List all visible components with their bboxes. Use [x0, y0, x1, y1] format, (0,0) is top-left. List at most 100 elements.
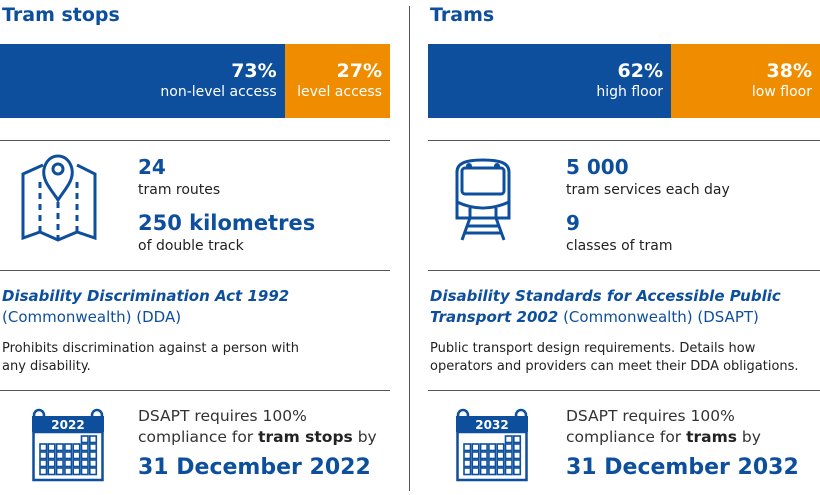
calendar-day-cell — [80, 435, 89, 444]
calendar-day-cell — [64, 443, 73, 452]
calendar-day-cell — [88, 435, 98, 444]
calendar-day-cell — [488, 451, 497, 460]
stat-label: classes of tram — [566, 238, 673, 254]
stat-label: tram services each day — [566, 182, 730, 198]
calendar-icon: 2022 — [32, 408, 104, 482]
dda-act: Disability Discrimination Act 1992 (Commo… — [2, 286, 390, 328]
segment-percent: 73% — [231, 60, 277, 82]
segment-percent: 27% — [336, 60, 382, 82]
calendar-day-cell — [504, 459, 513, 468]
calendar-day-cell — [488, 459, 497, 468]
divider — [0, 140, 390, 141]
calendar-day-cell — [55, 459, 64, 468]
segment-label: level access — [297, 84, 382, 100]
tram-icon — [455, 158, 511, 241]
stat-label: tram routes — [138, 182, 221, 198]
divider — [428, 390, 820, 391]
calendar-day-cell — [512, 467, 522, 476]
act-suffix: (Commonwealth) (DSAPT) — [563, 308, 759, 326]
req-subject: tram stops — [258, 428, 353, 446]
stat-track-length: 250 kilometres of double track — [138, 210, 315, 256]
calendar-day-cell — [39, 459, 48, 468]
calendar-day-cell — [55, 451, 64, 460]
calendar-day-cell — [55, 467, 64, 476]
divider — [0, 270, 390, 271]
stat-value: 250 kilometres — [138, 211, 316, 235]
calendar-day-cell — [488, 443, 497, 452]
segment-percent: 38% — [766, 60, 812, 82]
calendar-day-cell — [80, 459, 89, 468]
bar-segment-high-floor: 62% high floor — [428, 44, 672, 118]
calendar-day-cell — [512, 451, 522, 460]
calendar-day-cell — [504, 451, 513, 460]
act-title: Disability Standards for Accessible Publ… — [430, 287, 781, 326]
calendar-day-cell — [39, 443, 48, 452]
compliance-date: 31 December 2032 — [566, 455, 799, 480]
calendar-day-cell — [496, 467, 505, 476]
column-divider — [409, 6, 410, 491]
stat-value: 24 — [138, 155, 166, 179]
tram-stops-access-bar: 73% non-level access 27% level access — [0, 44, 390, 118]
calendar-year: 2022 — [51, 418, 84, 432]
stat-value: 5 000 — [566, 155, 629, 179]
calendar-day-cell — [512, 459, 522, 468]
req-text: by — [352, 428, 377, 446]
req-text: by — [737, 428, 761, 446]
tram-stops-column: Tram stops 73% non-level access 27% level … — [0, 0, 390, 495]
calendar-day-cell — [47, 451, 56, 460]
stat-value: 9 — [566, 211, 580, 235]
calendar-day-cell — [88, 467, 98, 476]
calendar-day-cell — [39, 467, 48, 476]
stat-tram-routes: 24 tram routes — [138, 154, 220, 200]
req-text: DSAPT requires 100% compliance for — [566, 407, 735, 446]
calendar-day-cell — [72, 459, 81, 468]
trams-column: Trams 62% high floor 38% low floor 5 000 t… — [428, 0, 820, 495]
compliance-requirement: DSAPT requires 100% compliance for tram … — [138, 406, 390, 448]
bar-segment-low-floor: 38% low floor — [671, 44, 820, 118]
calendar-day-cell — [512, 443, 522, 452]
calendar-day-cell — [80, 443, 89, 452]
req-subject: trams — [686, 428, 737, 446]
calendar-day-cell — [72, 443, 81, 452]
calendar-day-cell — [64, 467, 73, 476]
calendar-day-cell — [504, 467, 513, 476]
calendar-day-cell — [47, 459, 56, 468]
calendar-day-cell — [72, 451, 81, 460]
divider — [0, 390, 390, 391]
trams-heading: Trams — [430, 4, 495, 26]
trams-floor-bar: 62% high floor 38% low floor — [428, 44, 820, 118]
divider — [428, 140, 820, 141]
calendar-day-cell — [463, 451, 472, 460]
calendar-day-cell — [504, 435, 513, 444]
dsapt-act: Disability Standards for Accessible Publ… — [430, 286, 820, 328]
calendar-day-cell — [504, 443, 513, 452]
calendar-day-cell — [471, 443, 480, 452]
calendar-day-cell — [47, 467, 56, 476]
calendar-day-cell — [80, 451, 89, 460]
calendar-day-cell — [88, 451, 98, 460]
calendar-day-cell — [479, 467, 488, 476]
calendar-day-cell — [512, 435, 522, 444]
compliance-requirement: DSAPT requires 100% compliance for trams… — [566, 406, 820, 448]
stat-tram-classes: 9 classes of tram — [566, 210, 673, 256]
segment-label: low floor — [751, 84, 812, 100]
calendar-icon: 2032 — [456, 408, 528, 482]
map-pin-icon — [21, 154, 97, 242]
segment-label: non-level access — [160, 84, 277, 100]
dda-description: Prohibits discrimination against a perso… — [2, 341, 300, 374]
calendar-day-cell — [64, 459, 73, 468]
calendar-day-cell — [496, 451, 505, 460]
calendar-day-cell — [496, 443, 505, 452]
bar-segment-non-level: 73% non-level access — [0, 44, 285, 118]
calendar-day-cell — [479, 451, 488, 460]
calendar-day-cell — [479, 443, 488, 452]
calendar-day-cell — [463, 459, 472, 468]
calendar-day-cell — [39, 451, 48, 460]
calendar-day-cell — [55, 443, 64, 452]
calendar-day-cell — [463, 443, 472, 452]
calendar-day-cell — [471, 451, 480, 460]
act-title: Disability Discrimination Act 1992 — [2, 287, 290, 305]
divider — [428, 270, 820, 271]
calendar-day-cell — [47, 443, 56, 452]
calendar-day-cell — [479, 459, 488, 468]
